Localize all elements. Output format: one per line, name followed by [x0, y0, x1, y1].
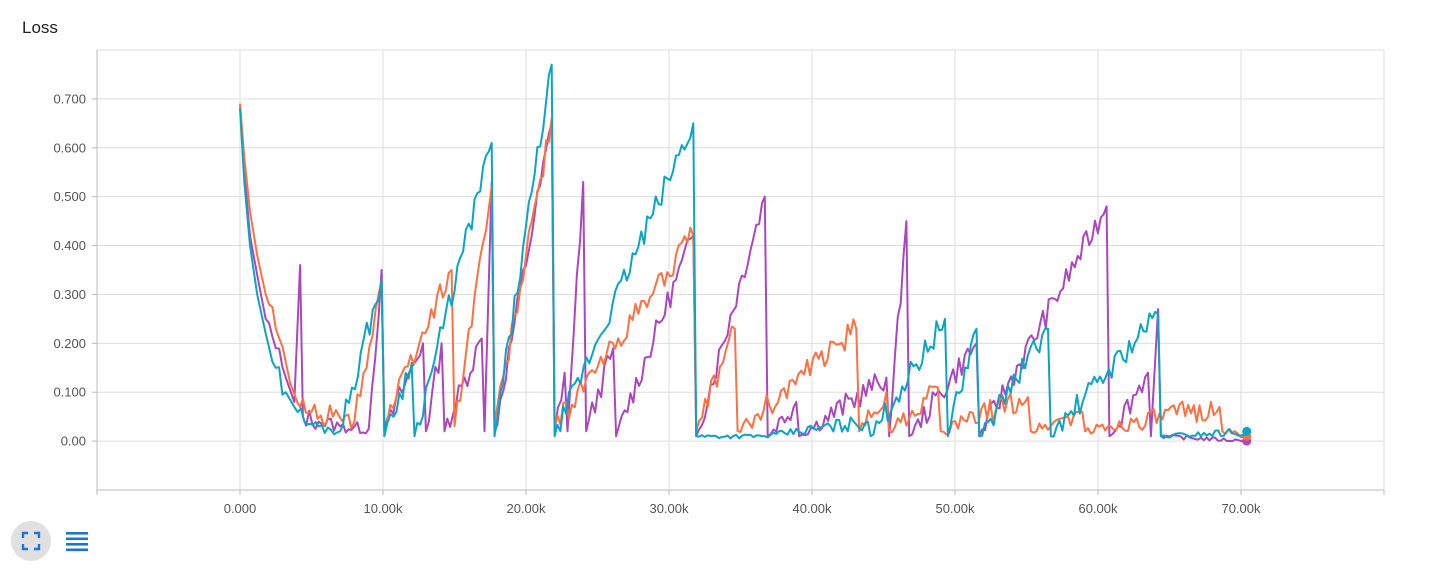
series-line [239, 103, 1248, 439]
y-tick-label: 0.600 [53, 140, 86, 155]
x-tick: 70.00k [1221, 490, 1261, 515]
series-line [239, 103, 1247, 443]
y-tick-label: 0.300 [53, 287, 86, 302]
grid-lines [96, 49, 1385, 490]
x-tick: 10.00k [363, 490, 403, 515]
y-tick-label: 0.500 [53, 189, 86, 204]
x-tick-label: 50.00k [935, 501, 975, 515]
expand-button[interactable] [11, 521, 51, 561]
x-tick: 50.00k [935, 490, 975, 515]
y-tick: 0.500 [53, 189, 97, 204]
chart-controls [11, 521, 91, 561]
y-tick: 0.00 [61, 434, 97, 449]
loss-chart[interactable]: 0.000 10.00k 20.00k 30.00k 40.00k 50.00k 60.00… [0, 0, 1447, 515]
list-lines-icon [66, 532, 88, 552]
axes [96, 50, 1385, 495]
x-tick: 40.00k [792, 490, 832, 515]
y-tick: 0.700 [53, 91, 97, 106]
y-tick-label: 0.00 [61, 434, 86, 449]
y-axis-ticks: 0.00 0.100 0.200 0.300 0.400 0.500 0.600 0.700 [53, 91, 97, 449]
y-tick-label: 0.100 [53, 385, 86, 400]
x-tick-label: 30.00k [649, 501, 689, 515]
x-tick: 30.00k [649, 490, 689, 515]
x-tick: 0.000 [224, 490, 257, 515]
x-tick-label: 10.00k [363, 501, 403, 515]
y-tick: 0.300 [53, 287, 97, 302]
series-end-point [1242, 426, 1252, 436]
toggle-log-button[interactable] [63, 521, 91, 561]
y-tick: 0.100 [53, 385, 97, 400]
x-tick: 60.00k [1078, 490, 1118, 515]
y-tick-label: 0.200 [53, 336, 86, 351]
x-tick-label: 20.00k [506, 501, 546, 515]
x-tick-label: 70.00k [1221, 501, 1261, 515]
y-tick: 0.400 [53, 238, 97, 253]
y-tick-label: 0.700 [53, 91, 86, 106]
x-tick: 20.00k [506, 490, 546, 515]
x-tick-label: 0.000 [224, 501, 257, 515]
series-line [239, 63, 1248, 440]
chart-title: Loss [22, 18, 58, 37]
x-tick-label: 40.00k [792, 501, 832, 515]
x-tick-label: 60.00k [1078, 501, 1118, 515]
y-tick: 0.200 [53, 336, 97, 351]
series-lines [239, 63, 1252, 446]
y-tick: 0.600 [53, 140, 97, 155]
x-axis-ticks: 0.000 10.00k 20.00k 30.00k 40.00k 50.00k 60.00… [224, 490, 1261, 515]
y-tick-label: 0.400 [53, 238, 86, 253]
fullscreen-icon [21, 531, 41, 551]
